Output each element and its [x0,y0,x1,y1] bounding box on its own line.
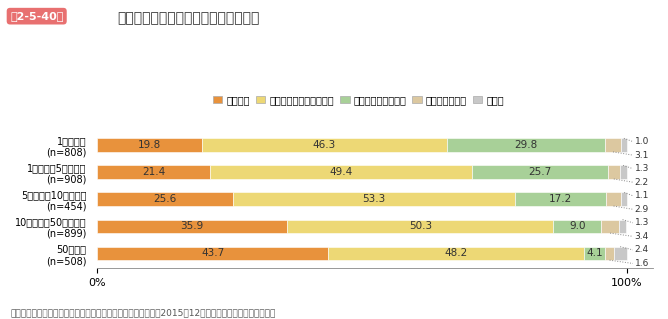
Text: 25.7: 25.7 [528,167,552,177]
Text: 4.1: 4.1 [587,249,603,258]
Bar [287,219,554,233]
Text: 1.1: 1.1 [635,191,649,200]
Text: 25.6: 25.6 [153,194,176,204]
Bar [584,247,605,260]
Text: 49.4: 49.4 [329,167,353,177]
Bar [447,138,605,152]
Text: 1.0: 1.0 [635,137,649,146]
Text: 48.2: 48.2 [444,249,468,258]
Bar [605,247,614,260]
Bar [554,219,601,233]
Bar [202,138,447,152]
Text: 21.4: 21.4 [142,167,165,177]
Text: 2.2: 2.2 [635,178,649,187]
Text: 53.3: 53.3 [362,194,385,204]
Text: 3.4: 3.4 [635,232,649,241]
Text: 売上規模別に見たメインバンクの業態: 売上規模別に見たメインバンクの業態 [117,11,259,25]
Text: 17.2: 17.2 [548,194,572,204]
Text: 43.7: 43.7 [201,249,224,258]
Text: 第2-5-40図: 第2-5-40図 [10,11,63,21]
Bar [621,192,627,206]
Bar [329,247,584,260]
Text: 2.4: 2.4 [635,245,649,255]
Text: 資料：中小企業庁委託「中小企業の資金調達に関する調査」（2015年12月、みずほ総合研究所（株））: 資料：中小企業庁委託「中小企業の資金調達に関する調査」（2015年12月、みずほ… [10,308,275,317]
Text: 2.9: 2.9 [635,205,649,214]
Text: 1.3: 1.3 [635,164,649,173]
Legend: 都市銀行, 地方銀行・第二地方銀行, 信用金庫・信用組合, 政府系金融機関, その他: 都市銀行, 地方銀行・第二地方銀行, 信用金庫・信用組合, 政府系金融機関, そ… [209,91,508,109]
Text: 29.8: 29.8 [514,140,538,150]
Bar [605,138,621,152]
Bar [97,166,210,179]
Bar [97,219,287,233]
Bar [614,247,627,260]
Bar [97,247,329,260]
Text: 19.8: 19.8 [138,140,161,150]
Bar [608,166,620,179]
Text: 50.3: 50.3 [409,221,432,231]
Text: 3.1: 3.1 [635,151,649,160]
Bar [210,166,472,179]
Text: 35.9: 35.9 [180,221,204,231]
Bar [601,219,619,233]
Bar [515,192,606,206]
Bar [621,138,627,152]
Text: 1.6: 1.6 [635,259,649,268]
Bar [232,192,515,206]
Text: 1.3: 1.3 [635,218,649,227]
Bar [619,219,626,233]
Bar [620,166,627,179]
Text: 9.0: 9.0 [569,221,586,231]
Bar [97,138,202,152]
Bar [97,192,232,206]
Bar [472,166,608,179]
Bar [606,192,621,206]
Text: 46.3: 46.3 [313,140,336,150]
